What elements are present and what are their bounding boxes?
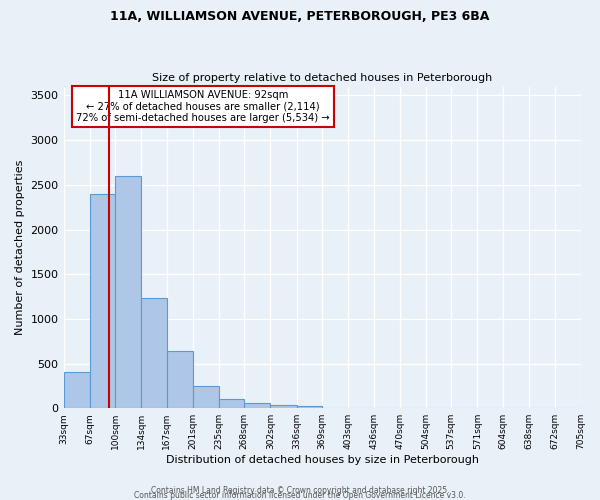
Bar bbox=[244, 403, 271, 408]
Y-axis label: Number of detached properties: Number of detached properties bbox=[15, 160, 25, 335]
Bar bbox=[219, 400, 244, 408]
Bar bbox=[115, 176, 141, 408]
Bar bbox=[89, 194, 115, 408]
Bar bbox=[141, 298, 167, 408]
Bar bbox=[296, 406, 322, 408]
Bar bbox=[193, 386, 219, 408]
Bar bbox=[271, 404, 296, 408]
Text: 11A WILLIAMSON AVENUE: 92sqm
← 27% of detached houses are smaller (2,114)
72% of: 11A WILLIAMSON AVENUE: 92sqm ← 27% of de… bbox=[76, 90, 330, 123]
Text: Contains public sector information licensed under the Open Government Licence v3: Contains public sector information licen… bbox=[134, 491, 466, 500]
Text: 11A, WILLIAMSON AVENUE, PETERBOROUGH, PE3 6BA: 11A, WILLIAMSON AVENUE, PETERBOROUGH, PE… bbox=[110, 10, 490, 23]
Title: Size of property relative to detached houses in Peterborough: Size of property relative to detached ho… bbox=[152, 73, 492, 83]
Bar bbox=[64, 372, 89, 408]
Text: Contains HM Land Registry data © Crown copyright and database right 2025.: Contains HM Land Registry data © Crown c… bbox=[151, 486, 449, 495]
X-axis label: Distribution of detached houses by size in Peterborough: Distribution of detached houses by size … bbox=[166, 455, 479, 465]
Bar bbox=[167, 351, 193, 408]
